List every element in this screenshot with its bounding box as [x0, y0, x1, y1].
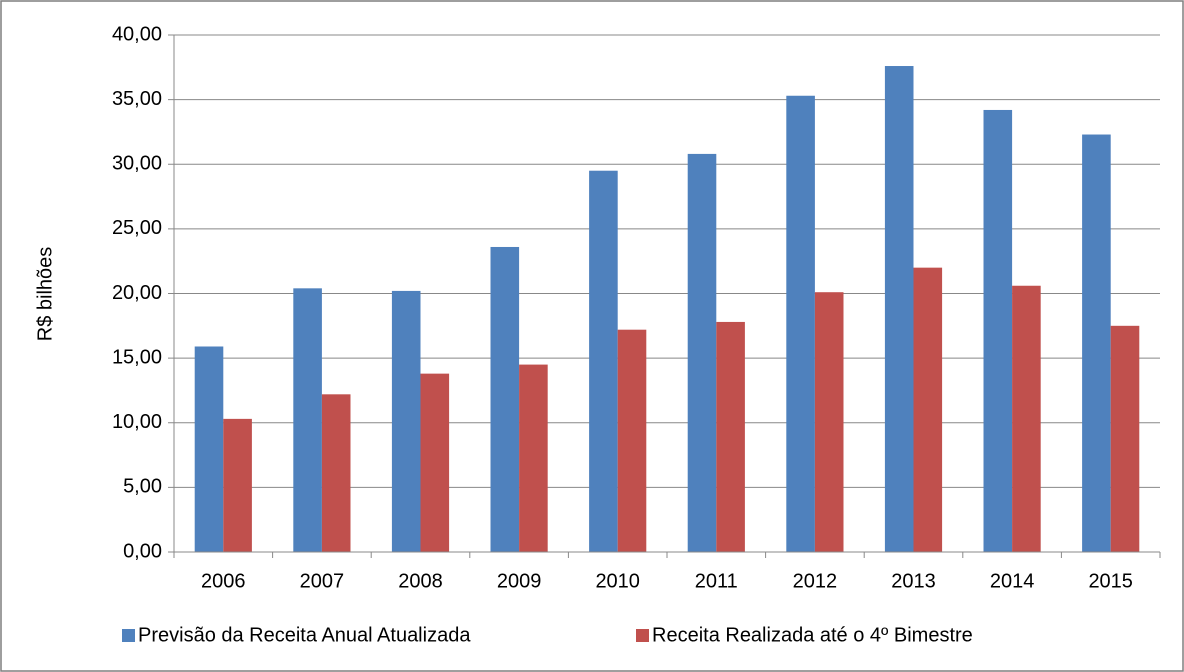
- bar: [490, 246, 520, 552]
- legend-label: Receita Realizada até o 4º Bimestre: [652, 624, 973, 646]
- x-tick-label: 2014: [990, 570, 1035, 592]
- y-tick-label: 20,00: [112, 282, 162, 304]
- x-tick-label: 2011: [695, 570, 738, 592]
- x-tick-label: 2012: [793, 570, 838, 592]
- y-axis-label: R$ bilhões: [34, 247, 56, 342]
- bar: [1012, 285, 1041, 552]
- bar: [913, 267, 943, 552]
- y-tick-label: 30,00: [112, 153, 162, 175]
- bar: [1110, 325, 1140, 552]
- y-tick-label: 40,00: [112, 23, 162, 45]
- bar: [617, 329, 647, 552]
- legend-swatch: [636, 629, 649, 642]
- y-tick-label: 10,00: [112, 411, 162, 433]
- bar: [321, 394, 351, 552]
- bar: [589, 170, 618, 552]
- bar: [1082, 134, 1111, 552]
- y-tick-label: 5,00: [123, 476, 162, 498]
- bar: [391, 290, 421, 552]
- x-tick-label: 2007: [300, 570, 345, 592]
- y-tick-label: 15,00: [112, 346, 162, 368]
- bar: [786, 95, 815, 552]
- bar: [223, 418, 252, 552]
- y-tick-label: 35,00: [112, 88, 162, 110]
- bar: [519, 364, 548, 552]
- x-tick-label: 2010: [595, 570, 640, 592]
- bar: [814, 292, 844, 552]
- bar: [420, 373, 450, 552]
- x-tick-label: 2008: [398, 570, 443, 592]
- bar: [293, 288, 322, 552]
- x-tick-label: 2015: [1088, 570, 1133, 592]
- x-tick-label: 2009: [497, 570, 542, 592]
- legend-swatch: [122, 629, 135, 642]
- bar: [687, 153, 717, 552]
- legend-label: Previsão da Receita Anual Atualizada: [138, 624, 471, 646]
- y-tick-label: 25,00: [112, 217, 162, 239]
- bar: [884, 66, 914, 553]
- bar: [194, 346, 224, 552]
- x-tick-label: 2006: [201, 570, 246, 592]
- x-tick-label: 2013: [891, 570, 936, 592]
- bar: [983, 109, 1013, 552]
- y-tick-label: 0,00: [123, 540, 162, 562]
- bar: [716, 321, 745, 552]
